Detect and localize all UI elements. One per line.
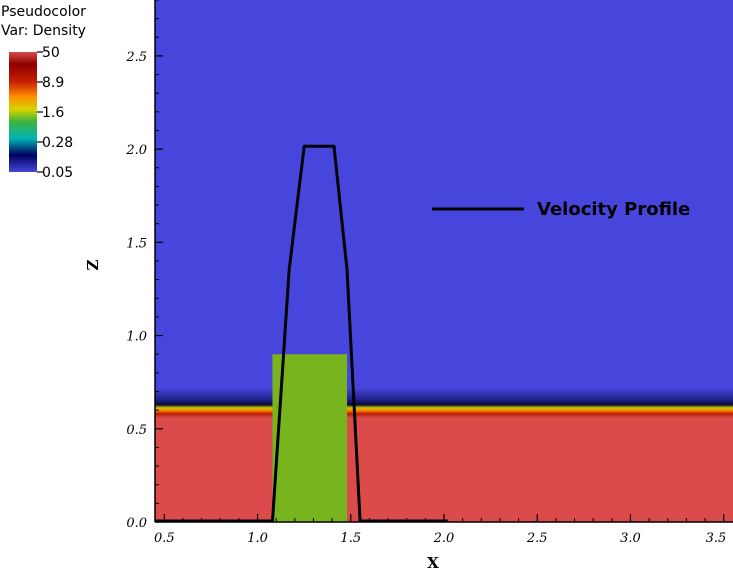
plot-area xyxy=(155,0,733,523)
x-tick-label: 0.5 xyxy=(154,531,175,546)
x-tick-label: 3.0 xyxy=(620,531,641,546)
colorbar-labels: 50 8.9 1.6 0.28 0.05 xyxy=(37,45,73,181)
y-tick-label: 2.0 xyxy=(125,143,147,158)
color-legend: Pseudocolor Var: Density 50 8.9 1.6 0.28 0.0… xyxy=(1,4,86,181)
colorbar-label: 0.05 xyxy=(42,165,73,181)
lower-fluid-region xyxy=(155,418,733,522)
y-axis-label: Z xyxy=(84,259,102,270)
interface-band xyxy=(155,388,733,418)
x-tick-label: 1.5 xyxy=(340,531,361,546)
velocity-profile-line xyxy=(155,144,448,523)
velocity-profile-annotation: Velocity Profile xyxy=(432,199,690,220)
x-tick-label: 1.0 xyxy=(247,531,268,546)
annotation-label: Velocity Profile xyxy=(537,199,690,220)
upper-fluid-region xyxy=(155,0,733,390)
x-axis-label: X xyxy=(427,554,439,572)
axes: 0.5 1.0 1.5 2.0 2.5 3.0 3.5 0.0 0.5 1.0 1.5 2.0 2.5… xyxy=(84,0,733,572)
colorbar-label: 1.6 xyxy=(42,105,64,121)
legend-variable: Var: Density xyxy=(1,23,86,39)
y-tick-label: 1.0 xyxy=(126,330,147,345)
x-tick-label: 3.5 xyxy=(706,531,727,546)
x-tick-group: 0.5 1.0 1.5 2.0 2.5 3.0 3.5 xyxy=(154,514,726,546)
y-tick-label: 1.5 xyxy=(126,236,147,251)
y-tick-label: 0.0 xyxy=(126,516,147,531)
y-tick-label: 2.5 xyxy=(125,50,147,65)
colorbar-label: 50 xyxy=(42,45,60,61)
x-tick-label: 2.0 xyxy=(433,531,455,546)
legend-title: Pseudocolor xyxy=(1,4,86,20)
dense-block xyxy=(272,354,348,522)
x-tick-label: 2.5 xyxy=(526,531,548,546)
colorbar-label: 0.28 xyxy=(42,135,73,151)
colorbar-label: 8.9 xyxy=(42,75,64,91)
y-tick-label: 0.5 xyxy=(126,423,147,438)
colorbar xyxy=(9,52,37,172)
y-tick-group: 0.0 0.5 1.0 1.5 2.0 2.5 xyxy=(125,0,163,531)
